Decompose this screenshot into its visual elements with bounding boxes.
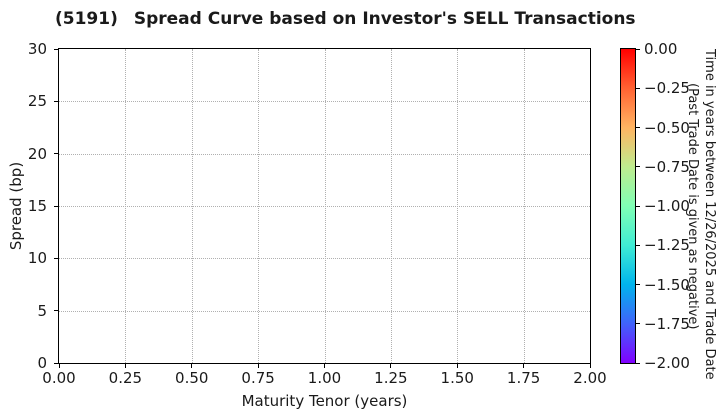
colorbar-tick-mark xyxy=(636,48,640,50)
colorbar-tick-mark xyxy=(636,87,640,89)
colorbar-tick-label: 0.00 xyxy=(644,40,678,58)
x-tick-label: 0.75 xyxy=(241,369,275,387)
y-tick-mark xyxy=(54,100,58,102)
x-tick-label: 2.00 xyxy=(573,369,607,387)
colorbar-tick-mark xyxy=(636,244,640,246)
y-tick-mark xyxy=(54,153,58,155)
x-tick-label: 0.50 xyxy=(175,369,209,387)
x-tick-mark xyxy=(523,364,525,368)
y-tick-label: 15 xyxy=(27,197,47,215)
x-tick-label: 1.25 xyxy=(374,369,408,387)
gridline-horizontal xyxy=(59,206,590,207)
x-tick-mark xyxy=(589,364,591,368)
y-tick-mark xyxy=(54,310,58,312)
colorbar-tick-mark xyxy=(636,166,640,168)
x-tick-label: 1.00 xyxy=(307,369,342,387)
x-tick-mark xyxy=(390,364,392,368)
y-axis-ticks: 0 5 10 15 20 25 30 xyxy=(0,40,58,372)
y-tick-label: 20 xyxy=(27,144,47,163)
x-axis-label: Maturity Tenor (years) xyxy=(241,392,408,410)
gridline-horizontal xyxy=(59,310,590,312)
x-tick-mark xyxy=(257,364,259,368)
chart-title-text: Spread Curve based on Investor's SELL Tr… xyxy=(133,9,636,29)
colorbar-tick-label: −0.50 xyxy=(644,118,690,137)
x-tick-label: 1.75 xyxy=(506,369,541,387)
y-tick-label: 25 xyxy=(27,92,47,111)
colorbar-tick-label: −1.00 xyxy=(644,197,690,215)
colorbar-tick-label: −1.75 xyxy=(644,314,690,333)
colorbar-label-line-1: Time in years between 12/26/2025 and Tra… xyxy=(702,49,717,380)
x-tick-mark xyxy=(124,364,126,368)
y-tick-label: 10 xyxy=(27,249,47,268)
y-tick-mark xyxy=(54,48,58,50)
x-tick-label: 0.00 xyxy=(42,369,76,387)
x-tick-mark xyxy=(191,364,193,368)
x-tick-label: 0.25 xyxy=(108,369,143,387)
y-tick-mark xyxy=(54,205,58,207)
x-tick-label: 1.50 xyxy=(440,369,474,387)
colorbar-tick-mark xyxy=(636,127,640,128)
y-tick-label: 0 xyxy=(37,354,47,372)
plot-area xyxy=(58,48,591,364)
y-tick-mark xyxy=(54,257,58,259)
x-tick-mark xyxy=(456,364,458,368)
colorbar-tick-label: −0.75 xyxy=(644,157,690,176)
colorbar-tick-label: −2.00 xyxy=(644,354,690,372)
x-tick-mark xyxy=(58,364,60,368)
colorbar-tick-label: −0.25 xyxy=(644,79,690,98)
x-tick-mark xyxy=(324,364,325,368)
y-tick-label: 5 xyxy=(37,301,47,320)
colorbar-tick-mark xyxy=(636,362,640,364)
gridline-horizontal xyxy=(59,101,590,103)
y-tick-mark xyxy=(54,362,58,364)
x-axis-ticks: 0.00 0.25 0.50 0.75 1.00 1.25 1.50 1.75 2.00 xyxy=(42,363,607,389)
colorbar-tick-mark xyxy=(636,323,640,325)
colorbar-label: Time in years between 12/26/2025 and Tra… xyxy=(684,49,718,380)
colorbar-tick-mark xyxy=(636,284,640,285)
chart-title: (5191) Spread Curve based on Investor's S… xyxy=(55,9,636,29)
colorbar-ticks: 0.00 −0.25 −0.50 −0.75 −1.00 −1.25 −1.50 −1.75 −… xyxy=(636,40,696,372)
colorbar-tick-label: −1.50 xyxy=(644,275,690,294)
colorbar-tick-label: −1.25 xyxy=(644,236,690,255)
colorbar-label-line-2: (Past Trade Date is given as negative) xyxy=(685,82,700,330)
colorbar-tick-mark xyxy=(636,205,640,207)
gridline-horizontal xyxy=(59,258,590,260)
chart-title-code: (5191) xyxy=(55,9,118,29)
colorbar-gradient xyxy=(620,48,636,364)
gridline-horizontal xyxy=(59,153,590,155)
y-tick-label: 30 xyxy=(27,40,47,58)
